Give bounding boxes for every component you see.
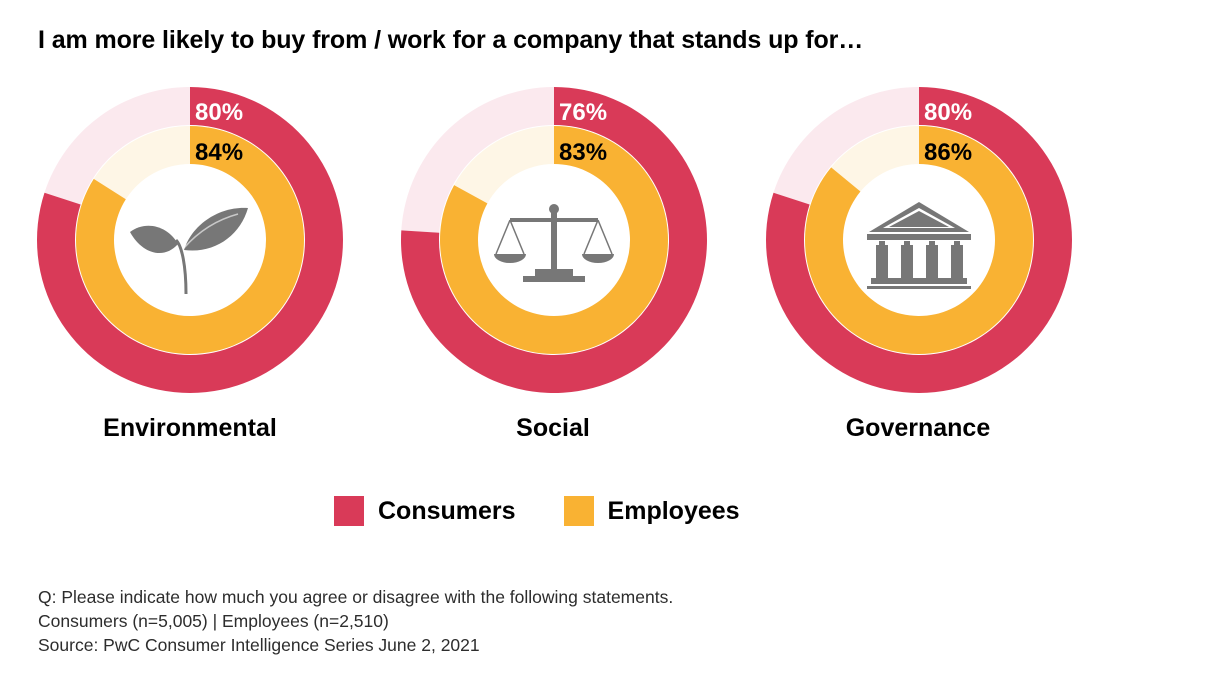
donut-governance: 80%86% — [766, 87, 1072, 394]
scales-pan — [582, 254, 614, 263]
chart-title: I am more likely to buy from / work for … — [38, 26, 864, 54]
legend-label-consumers: Consumers — [378, 496, 516, 525]
source-note: Source: PwC Consumer Intelligence Series… — [38, 635, 480, 655]
plant-icon — [130, 207, 248, 295]
consumers-value-label: 80% — [924, 99, 972, 126]
employees-value-label: 83% — [559, 139, 607, 166]
donut-environmental: 80%84% — [37, 87, 344, 394]
legend: Consumers Employees — [334, 496, 788, 526]
consumers-value-label: 80% — [195, 99, 243, 126]
donut-social: 76%83% — [401, 87, 707, 393]
scales-icon — [494, 204, 614, 282]
scales-pan — [494, 254, 526, 263]
legend-swatch-consumers — [334, 496, 364, 526]
legend-label-employees: Employees — [607, 496, 740, 525]
employees-arc-environmental — [75, 126, 304, 354]
building-column — [926, 245, 938, 278]
employees-value-label: 84% — [195, 139, 243, 166]
scales-base — [523, 276, 585, 282]
plant-leaf-left — [130, 225, 178, 254]
employees-value-label: 86% — [924, 139, 972, 166]
building-base — [867, 286, 971, 289]
chart-notes: Q: Please indicate how much you agree or… — [38, 585, 673, 657]
consumers-remainder-arc — [44, 87, 190, 205]
donut-label-governance: Governance — [845, 414, 991, 442]
legend-swatch-employees — [563, 496, 594, 526]
consumers-remainder-arc — [773, 87, 919, 205]
consumers-remainder-arc — [401, 87, 554, 233]
plant-leaf-right — [184, 207, 248, 251]
scales-pillar — [551, 212, 557, 270]
building-column — [901, 245, 913, 278]
employees-remainder-arc — [93, 125, 190, 200]
building-column — [951, 245, 963, 278]
government-building-icon — [867, 202, 971, 289]
donut-label-environmental: Environmental — [103, 414, 277, 442]
employees-remainder-arc — [831, 126, 919, 192]
survey-question-note: Q: Please indicate how much you agree or… — [38, 587, 674, 607]
employees-arc-social — [440, 126, 668, 355]
scales-beam — [510, 218, 598, 222]
employees-arc-governance — [805, 126, 1033, 354]
sample-size-note: Consumers (n=5,005) | Employees (n=2,510… — [38, 611, 389, 631]
legend-item-employees: Employees — [563, 496, 740, 526]
donut-label-social: Social — [516, 414, 590, 442]
employees-remainder-arc — [454, 126, 554, 204]
building-column — [876, 245, 888, 278]
legend-item-consumers: Consumers — [334, 496, 516, 526]
plant-stem — [174, 238, 188, 295]
consumers-value-label: 76% — [559, 99, 607, 126]
